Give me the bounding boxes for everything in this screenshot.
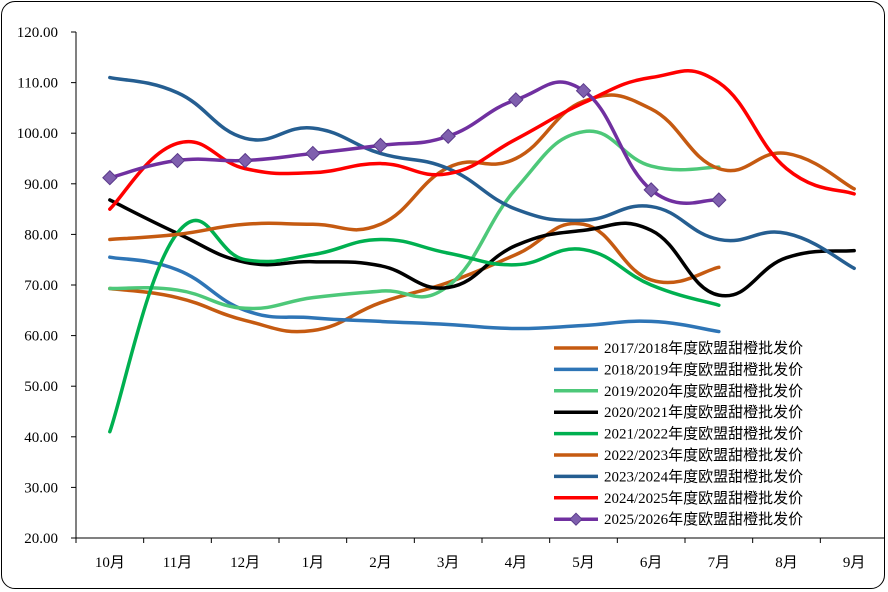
legend-label-3: 2019/2020年度欧盟甜橙批发价: [604, 383, 803, 400]
x-tick-label: 5月: [572, 555, 595, 571]
y-tick-label: 120.00: [17, 25, 58, 41]
legend-label-9: 2025/2026年度欧盟甜橙批发价: [604, 511, 803, 528]
series-point-9: [237, 152, 253, 169]
legend-label-7: 2023/2024年度欧盟甜橙批发价: [604, 468, 803, 485]
series-point-9: [711, 192, 727, 208]
x-tick-label: 7月: [708, 555, 731, 571]
legend-label-2: 2018/2019年度欧盟甜橙批发价: [604, 361, 803, 378]
series-line-2: [108, 255, 721, 334]
y-tick-label: 20.00: [24, 531, 58, 547]
series-point-9: [575, 82, 592, 99]
x-tick-label: 2月: [369, 555, 392, 571]
series-line-4: [108, 198, 856, 298]
series-line-1: [108, 221, 721, 334]
series-point-9: [643, 182, 659, 198]
y-tick-label: 60.00: [24, 329, 58, 345]
x-tick-label: 12月: [230, 555, 260, 571]
legend-label-5: 2021/2022年度欧盟甜橙批发价: [604, 426, 803, 443]
y-tick-label: 80.00: [24, 227, 58, 243]
legend-label-6: 2022/2023年度欧盟甜橙批发价: [604, 447, 803, 464]
y-tick-label: 110.00: [17, 76, 58, 92]
x-tick-label: 9月: [843, 555, 866, 571]
series-point-9: [372, 137, 389, 154]
x-tick-label: 3月: [437, 555, 460, 571]
y-tick-label: 30.00: [24, 480, 58, 496]
series-line-5: [108, 218, 721, 434]
series-point-9: [440, 128, 456, 144]
legend-label-1: 2017/2018年度欧盟甜橙批发价: [604, 340, 803, 357]
series-line-7: [108, 75, 856, 271]
x-tick-label: 11月: [163, 555, 192, 571]
series-line-8: [108, 69, 856, 211]
series-point-9: [508, 92, 524, 108]
series-line-9: [108, 80, 721, 205]
legend-marker: [569, 512, 583, 526]
series-point-9: [305, 145, 321, 162]
x-tick-label: 6月: [640, 555, 663, 571]
legend-label-8: 2024/2025年度欧盟甜橙批发价: [604, 490, 803, 507]
x-tick-label: 10月: [95, 555, 125, 571]
x-tick-label: 1月: [302, 555, 325, 571]
series-point-9: [169, 152, 186, 169]
y-tick-label: 40.00: [24, 430, 58, 446]
y-tick-label: 90.00: [24, 177, 58, 193]
x-tick-label: 8月: [775, 555, 798, 571]
x-tick-label: 4月: [505, 555, 528, 571]
series-line-6: [108, 93, 856, 242]
y-tick-label: 100.00: [17, 126, 58, 142]
y-tick-label: 50.00: [24, 379, 58, 395]
legend-label-4: 2020/2021年度欧盟甜橙批发价: [604, 404, 803, 421]
y-tick-label: 70.00: [24, 278, 58, 294]
series-point-9: [102, 170, 118, 186]
series-line-3: [108, 129, 721, 311]
